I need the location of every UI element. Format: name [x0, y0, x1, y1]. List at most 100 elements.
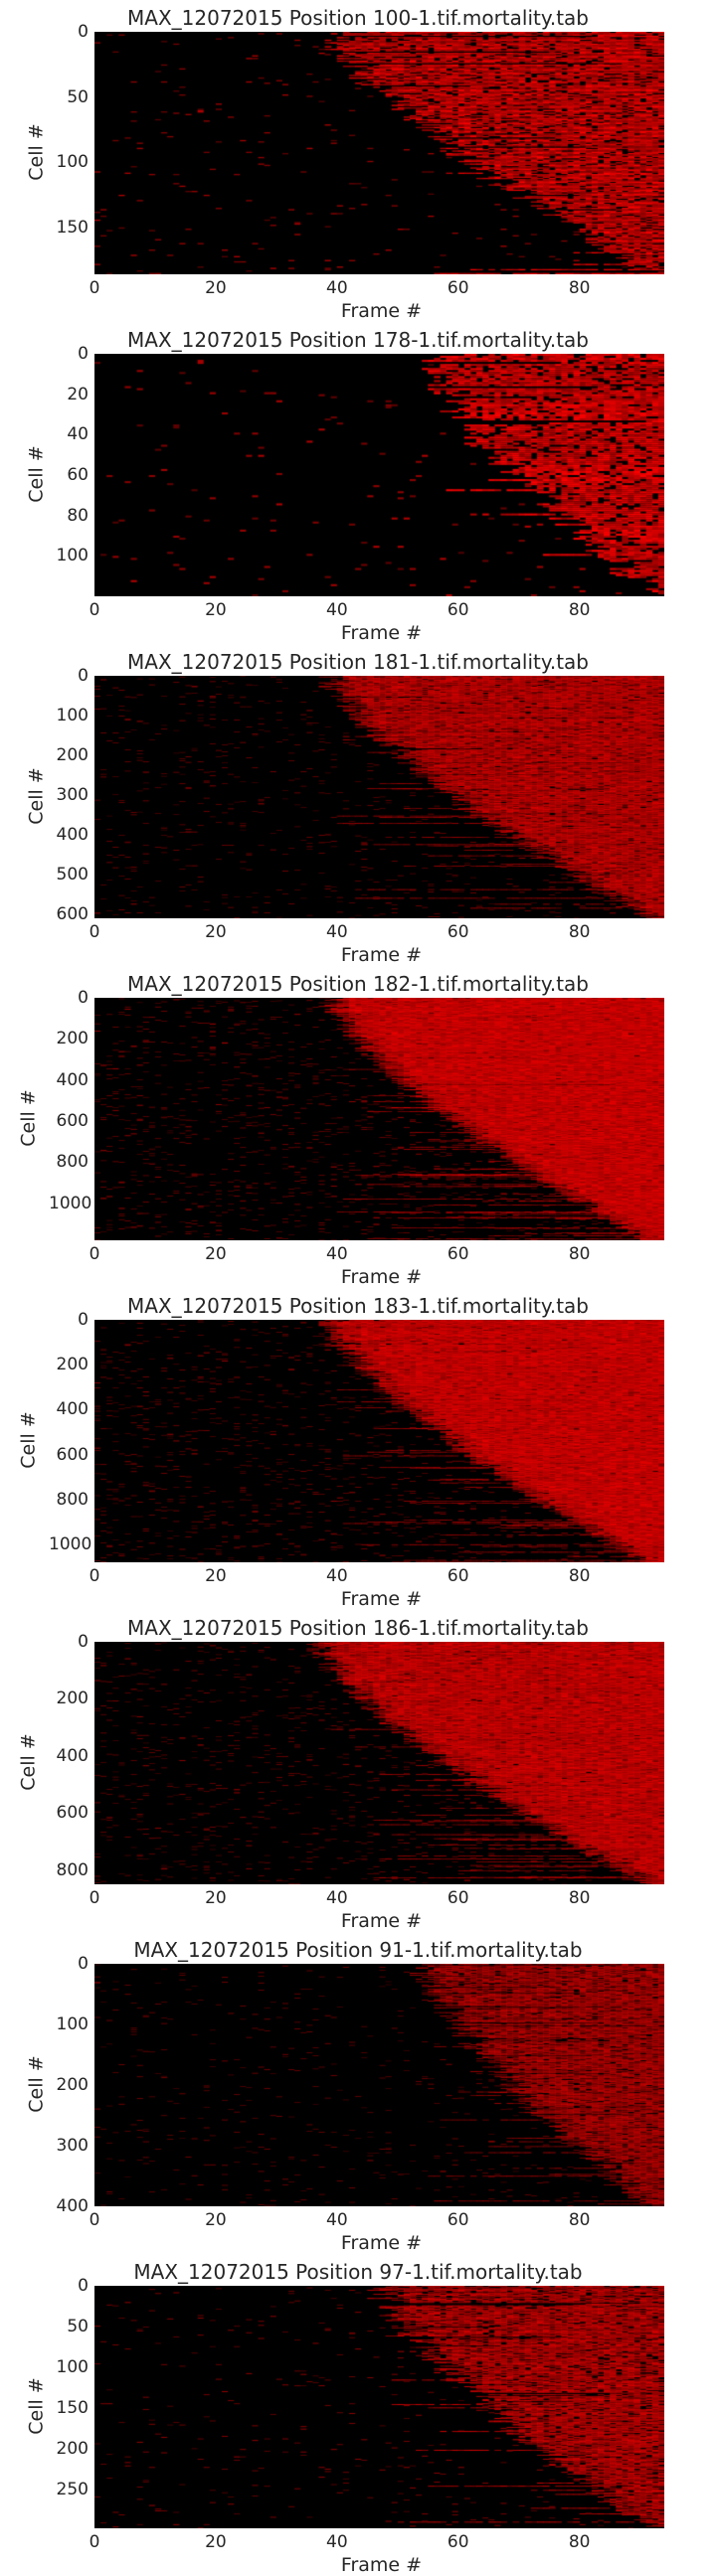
x-tick-label: 60	[447, 2210, 469, 2230]
heatmap-cells	[94, 354, 664, 596]
x-tick-label: 80	[568, 922, 591, 942]
y-tick-label: 200	[56, 2075, 89, 2095]
x-tick-label: 0	[89, 2210, 100, 2230]
y-tick-label: 400	[56, 1399, 89, 1420]
chart-title: MAX_12072015 Position 183-1.tif.mortalit…	[127, 1294, 589, 1318]
y-tick-label: 500	[56, 865, 89, 885]
y-tick-label: 1000	[49, 1193, 92, 1213]
y-tick-label: 1000	[49, 1533, 92, 1554]
chart-title: MAX_12072015 Position 91-1.tif.mortality…	[133, 1938, 583, 1962]
y-tick-label: 600	[56, 1803, 89, 1824]
chart-title: MAX_12072015 Position 100-1.tif.mortalit…	[127, 6, 589, 30]
chart-panel: MAX_12072015 Position 97-1.tif.mortality…	[0, 2254, 716, 2576]
x-tick-label: 40	[326, 600, 348, 620]
x-tick-label: 20	[205, 600, 227, 620]
y-tick-label: 60	[67, 465, 89, 485]
y-tick-label: 50	[67, 86, 89, 107]
heatmap-plot	[94, 354, 664, 596]
x-tick-label: 20	[205, 1244, 227, 1264]
x-tick-label: 40	[326, 2210, 348, 2230]
x-tick-label: 80	[568, 2210, 591, 2230]
chart-title: MAX_12072015 Position 186-1.tif.mortalit…	[127, 1616, 589, 1640]
chart-panel: MAX_12072015 Position 183-1.tif.mortalit…	[0, 1288, 716, 1610]
y-tick-label: 400	[56, 1069, 89, 1090]
chart-panel: MAX_12072015 Position 182-1.tif.mortalit…	[0, 966, 716, 1288]
y-tick-label: 600	[56, 1444, 89, 1465]
y-tick-label: 200	[56, 1355, 89, 1375]
y-axis-label: Cell #	[25, 123, 48, 181]
x-tick-label: 20	[205, 922, 227, 942]
heatmap-cells	[94, 1964, 664, 2206]
heatmap-cells	[94, 1320, 664, 1562]
y-tick-label: 300	[56, 785, 89, 805]
y-tick-label: 800	[56, 1152, 89, 1173]
chart-title: MAX_12072015 Position 178-1.tif.mortalit…	[127, 328, 589, 352]
chart-panel: MAX_12072015 Position 186-1.tif.mortalit…	[0, 1610, 716, 1932]
x-tick-label: 20	[205, 2210, 227, 2230]
y-axis-label: Cell #	[25, 445, 48, 503]
heatmap-plot	[94, 1964, 664, 2206]
y-tick-label: 80	[67, 505, 89, 526]
x-tick-label: 60	[447, 1244, 469, 1264]
chart-title: MAX_12072015 Position 182-1.tif.mortalit…	[127, 972, 589, 996]
y-tick-label: 20	[67, 384, 89, 404]
x-axis-label: Frame #	[340, 300, 423, 322]
x-tick-label: 0	[89, 1888, 100, 1908]
x-tick-label: 0	[89, 600, 100, 620]
x-tick-label: 80	[568, 2532, 591, 2552]
heatmap-plot	[94, 998, 664, 1240]
y-axis-label: Cell #	[25, 2055, 48, 2113]
y-tick-label: 0	[78, 1954, 89, 1974]
x-tick-label: 60	[447, 2532, 469, 2552]
x-axis-label: Frame #	[340, 2232, 423, 2254]
x-tick-label: 20	[205, 1566, 227, 1586]
y-tick-label: 0	[78, 1310, 89, 1330]
y-tick-label: 0	[78, 2276, 89, 2296]
y-tick-label: 0	[78, 988, 89, 1008]
x-tick-label: 0	[89, 1244, 100, 1264]
y-tick-label: 400	[56, 825, 89, 845]
y-tick-label: 800	[56, 1489, 89, 1510]
y-axis-label: Cell #	[17, 1733, 40, 1791]
y-tick-label: 250	[56, 2480, 89, 2500]
chart-panel: MAX_12072015 Position 181-1.tif.mortalit…	[0, 644, 716, 966]
heatmap-cells	[94, 32, 664, 274]
y-axis-label: Cell #	[17, 1089, 40, 1147]
x-tick-label: 0	[89, 278, 100, 298]
x-tick-label: 60	[447, 922, 469, 942]
y-tick-label: 150	[56, 2398, 89, 2419]
chart-panel: MAX_12072015 Position 100-1.tif.mortalit…	[0, 0, 716, 322]
y-tick-label: 0	[78, 1632, 89, 1652]
x-tick-label: 80	[568, 600, 591, 620]
x-axis-label: Frame #	[340, 1266, 423, 1288]
x-tick-label: 40	[326, 1888, 348, 1908]
heatmap-plot	[94, 32, 664, 274]
x-tick-label: 60	[447, 278, 469, 298]
chart-panel: MAX_12072015 Position 178-1.tif.mortalit…	[0, 322, 716, 644]
y-tick-label: 200	[56, 2439, 89, 2460]
x-tick-label: 40	[326, 278, 348, 298]
x-axis-label: Frame #	[340, 944, 423, 966]
y-tick-label: 0	[78, 666, 89, 686]
y-axis-label: Cell #	[25, 767, 48, 825]
heatmap-cells	[94, 998, 664, 1240]
x-axis-label: Frame #	[340, 1910, 423, 1932]
heatmap-plot	[94, 1320, 664, 1562]
chart-panel: MAX_12072015 Position 91-1.tif.mortality…	[0, 1932, 716, 2254]
heatmap-cells	[94, 676, 664, 918]
y-tick-label: 100	[56, 706, 89, 725]
x-axis-label: Frame #	[340, 1588, 423, 1610]
y-tick-label: 400	[56, 1745, 89, 1766]
x-tick-label: 20	[205, 278, 227, 298]
x-axis-label: Frame #	[340, 2554, 423, 2576]
y-tick-label: 600	[56, 1111, 89, 1132]
chart-title: MAX_12072015 Position 181-1.tif.mortalit…	[127, 650, 589, 674]
x-tick-label: 0	[89, 922, 100, 942]
y-tick-label: 200	[56, 1689, 89, 1709]
x-tick-label: 80	[568, 1244, 591, 1264]
y-tick-label: 600	[56, 904, 89, 924]
x-tick-label: 40	[326, 922, 348, 942]
x-tick-label: 60	[447, 1888, 469, 1908]
y-tick-label: 300	[56, 2136, 89, 2156]
heatmap-plot	[94, 676, 664, 918]
